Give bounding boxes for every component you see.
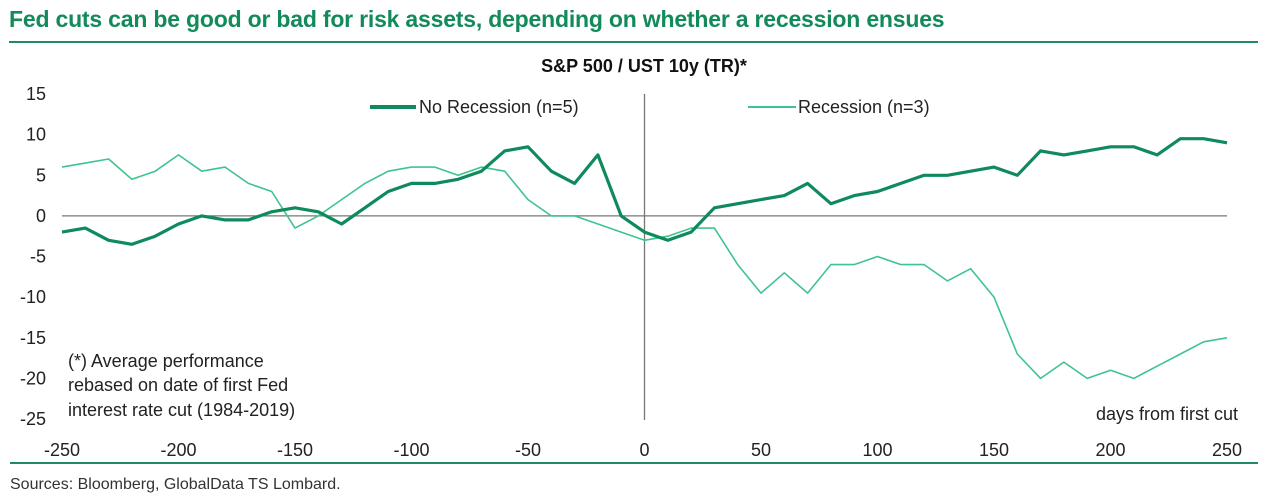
y-tick-label: -5	[30, 247, 46, 267]
x-tick-label: 250	[1212, 440, 1242, 460]
x-tick-label: -250	[44, 440, 80, 460]
annotation-line-1: (*) Average performance	[68, 351, 264, 371]
series-line-recession	[61, 154, 1228, 380]
sources-note: Sources: Bloomberg, GlobalData TS Lombar…	[10, 476, 341, 493]
legend: No Recession (n=5) Recession (n=3)	[370, 97, 930, 117]
x-tick-label: 0	[639, 440, 649, 460]
x-tick-label: 150	[979, 440, 1009, 460]
x-tick-label: -50	[515, 440, 541, 460]
footer-divider	[10, 462, 1258, 464]
annotation-line-3: interest rate cut (1984-2019)	[68, 400, 295, 420]
page-title: Fed cuts can be good or bad for risk ass…	[9, 6, 945, 32]
y-tick-label: 15	[26, 84, 46, 104]
x-axis-label: days from first cut	[1096, 404, 1238, 424]
legend-label-no-recession: No Recession (n=5)	[419, 97, 579, 117]
chart: S&P 500 / UST 10y (TR)* 151050-5-10-15-2…	[20, 56, 1242, 460]
y-tick-label: 5	[36, 165, 46, 185]
chart-title: S&P 500 / UST 10y (TR)*	[541, 56, 747, 76]
x-tick-label: -200	[160, 440, 196, 460]
title-divider	[9, 41, 1258, 43]
y-tick-label: -25	[20, 409, 46, 429]
y-tick-label: 10	[26, 125, 46, 145]
annotation-line-2: rebased on date of first Fed	[68, 375, 288, 395]
y-tick-label: -15	[20, 328, 46, 348]
legend-label-recession: Recession (n=3)	[798, 97, 930, 117]
y-tick-label: 0	[36, 206, 46, 226]
y-tick-label: -20	[20, 368, 46, 388]
series-line-no-recession	[61, 137, 1228, 246]
x-tick-label: -150	[277, 440, 313, 460]
x-tick-label: -100	[393, 440, 429, 460]
x-tick-label: 200	[1095, 440, 1125, 460]
x-tick-label: 100	[862, 440, 892, 460]
x-tick-label: 50	[751, 440, 771, 460]
y-tick-label: -10	[20, 287, 46, 307]
